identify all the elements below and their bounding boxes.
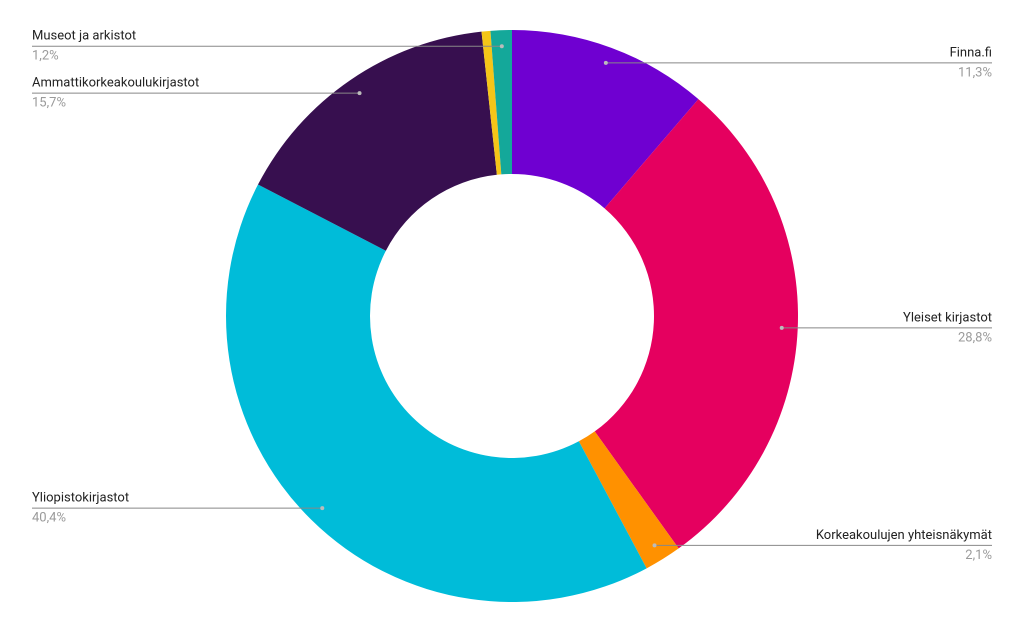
- slice-label: Korkeakoulujen yhteisnäkymät: [816, 528, 992, 543]
- slice-value: 28,8%: [958, 330, 992, 345]
- leader-dot: [603, 60, 608, 65]
- leader-dot: [499, 44, 504, 49]
- slice: [481, 30, 502, 175]
- slice-label: Museot ja arkistot: [32, 29, 136, 44]
- slice-value: 15,7%: [32, 96, 66, 111]
- slice-label: Yleiset kirjastot: [903, 310, 992, 325]
- slice: [594, 99, 798, 549]
- slice-value: 1,2%: [32, 49, 59, 64]
- slice-label: Finna.fi: [950, 45, 992, 60]
- slice: [578, 431, 679, 569]
- slice-value: 2,1%: [965, 548, 992, 563]
- slice: [226, 184, 647, 602]
- slice: [490, 30, 512, 175]
- slice: [512, 30, 699, 209]
- leader-dot: [357, 91, 362, 96]
- leader-dot: [320, 506, 325, 511]
- leader-dot: [779, 325, 784, 330]
- slice-value: 11,3%: [958, 65, 992, 80]
- leader-dot: [652, 543, 657, 548]
- slice-label: Ammattikorkeakoulukirjastot: [32, 76, 199, 91]
- slice-label: Yliopistokirjastot: [32, 491, 129, 506]
- slice: [257, 31, 497, 251]
- slice-value: 40,4%: [32, 511, 66, 526]
